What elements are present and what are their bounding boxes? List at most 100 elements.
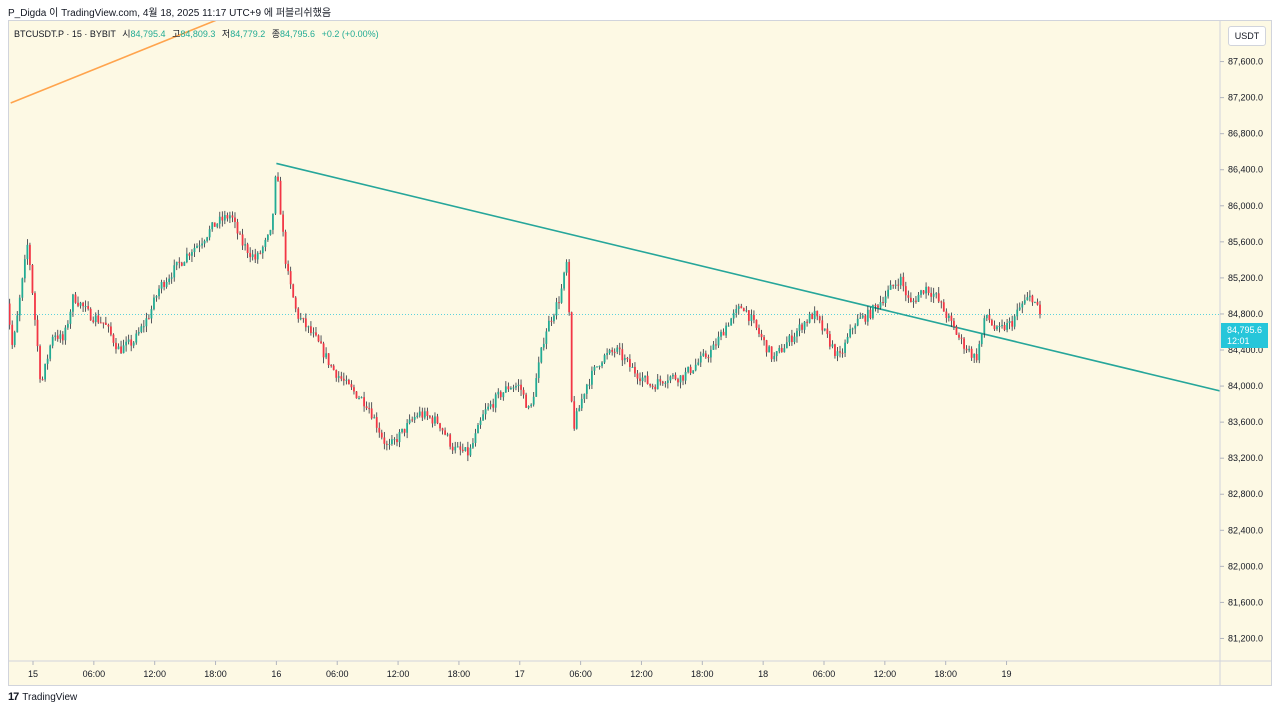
symbol-name[interactable]: BTCUSDT.P · 15 · BYBIT (14, 29, 116, 39)
candle-body (292, 284, 295, 298)
candle-body (747, 310, 750, 321)
candle-body (226, 215, 229, 219)
candle-body (585, 384, 588, 394)
candle-body (854, 325, 857, 329)
candle-body (735, 308, 738, 313)
candle-body (996, 326, 998, 330)
y-tick-label: 83,200.0 (1228, 453, 1263, 463)
candle-body (720, 331, 722, 337)
candle-body (558, 302, 560, 304)
candle-body (963, 338, 965, 349)
candle-body (1001, 325, 1003, 327)
candle-body (89, 308, 92, 321)
drawing-layer[interactable] (9, 0, 1230, 393)
candle-body (737, 306, 740, 309)
candle-body (1008, 321, 1011, 324)
tradingview-logo-icon[interactable]: 17 (8, 691, 19, 703)
candle-body (760, 333, 763, 338)
candle-body (145, 318, 148, 327)
candle-body (649, 384, 652, 386)
descending-trendline[interactable] (276, 162, 1229, 393)
candle-body (434, 416, 436, 424)
candle-body (183, 262, 186, 266)
candle-body (236, 221, 239, 234)
candle-body (965, 348, 968, 351)
close-value: 84,795.6 (280, 29, 316, 39)
bar-countdown: 12:01 (1227, 336, 1250, 346)
candle-body (92, 320, 95, 322)
currency-selector[interactable]: USDT (1228, 26, 1266, 46)
candle-body (203, 240, 206, 244)
candle-body (322, 343, 325, 358)
candle-body (565, 261, 568, 273)
candle-body (472, 442, 474, 448)
candle-body (904, 286, 907, 296)
candle-body (479, 420, 482, 425)
brand-name[interactable]: TradingView (22, 691, 78, 703)
candle-body (234, 217, 236, 222)
candle-body (1018, 307, 1021, 310)
candle-body (816, 310, 819, 317)
candle-body (272, 213, 274, 230)
candle-body (530, 404, 533, 407)
candle-body (742, 308, 745, 312)
candle-body (507, 386, 510, 390)
candle-body (930, 292, 933, 297)
candle-body (41, 379, 44, 381)
purple-channel-line[interactable] (11, 0, 135, 7)
time-axis[interactable]: 15 06:00 12:00 18:00 16 06:00 12:00 18:00 17 06:0… (9, 660, 1272, 679)
candle-body (284, 231, 287, 264)
candle-body (256, 252, 259, 260)
y-tick-label: 81,200.0 (1228, 633, 1263, 643)
candle-body (684, 371, 687, 381)
candle-body (651, 385, 654, 387)
candle-body (806, 321, 808, 323)
candle-body (375, 417, 378, 428)
x-tick-label: 18 (758, 669, 768, 679)
candle-body (689, 366, 692, 374)
candle-body (79, 302, 82, 306)
candles-layer (9, 172, 1041, 462)
candle-body (661, 381, 664, 384)
candle-body (342, 378, 345, 381)
candle-body (269, 229, 272, 235)
candle-body (993, 325, 996, 330)
candle-body (429, 416, 431, 418)
candle-body (416, 415, 419, 418)
candle-body (74, 294, 77, 303)
y-tick-label: 84,400.0 (1228, 345, 1263, 355)
candle-body (953, 320, 955, 327)
candle-body (244, 244, 247, 246)
candle-body (206, 237, 209, 241)
x-tick-label: 12:00 (874, 669, 897, 679)
candle-body (750, 315, 753, 321)
candle-body (1021, 303, 1024, 308)
candle-body (489, 404, 492, 407)
candle-body (163, 282, 165, 287)
orange-channel-line[interactable] (10, 0, 338, 104)
candle-body (1034, 301, 1036, 303)
candle-body (180, 262, 183, 266)
candle-body (763, 337, 765, 341)
candle-body (383, 437, 386, 444)
candle-body (1003, 325, 1006, 330)
candle-body (307, 326, 310, 328)
candle-body (598, 365, 601, 367)
candle-body (110, 326, 112, 335)
candle-body (978, 344, 981, 361)
candle-body (555, 302, 558, 316)
candle-body (406, 423, 409, 433)
candle-body (337, 376, 340, 378)
candle-body (563, 272, 565, 289)
y-tick-label: 86,800.0 (1228, 129, 1263, 139)
candle-body (49, 345, 52, 359)
candle-body (66, 323, 69, 328)
candle-body (185, 253, 188, 263)
candle-body (674, 374, 677, 380)
candle-body (973, 353, 976, 358)
candle-body (894, 284, 897, 286)
candle-body (1016, 309, 1019, 317)
x-tick-label: 17 (515, 669, 525, 679)
price-axis[interactable]: 81,200.0 81,600.0 82,000.0 82,400.0 82,800.0… (1219, 21, 1263, 685)
